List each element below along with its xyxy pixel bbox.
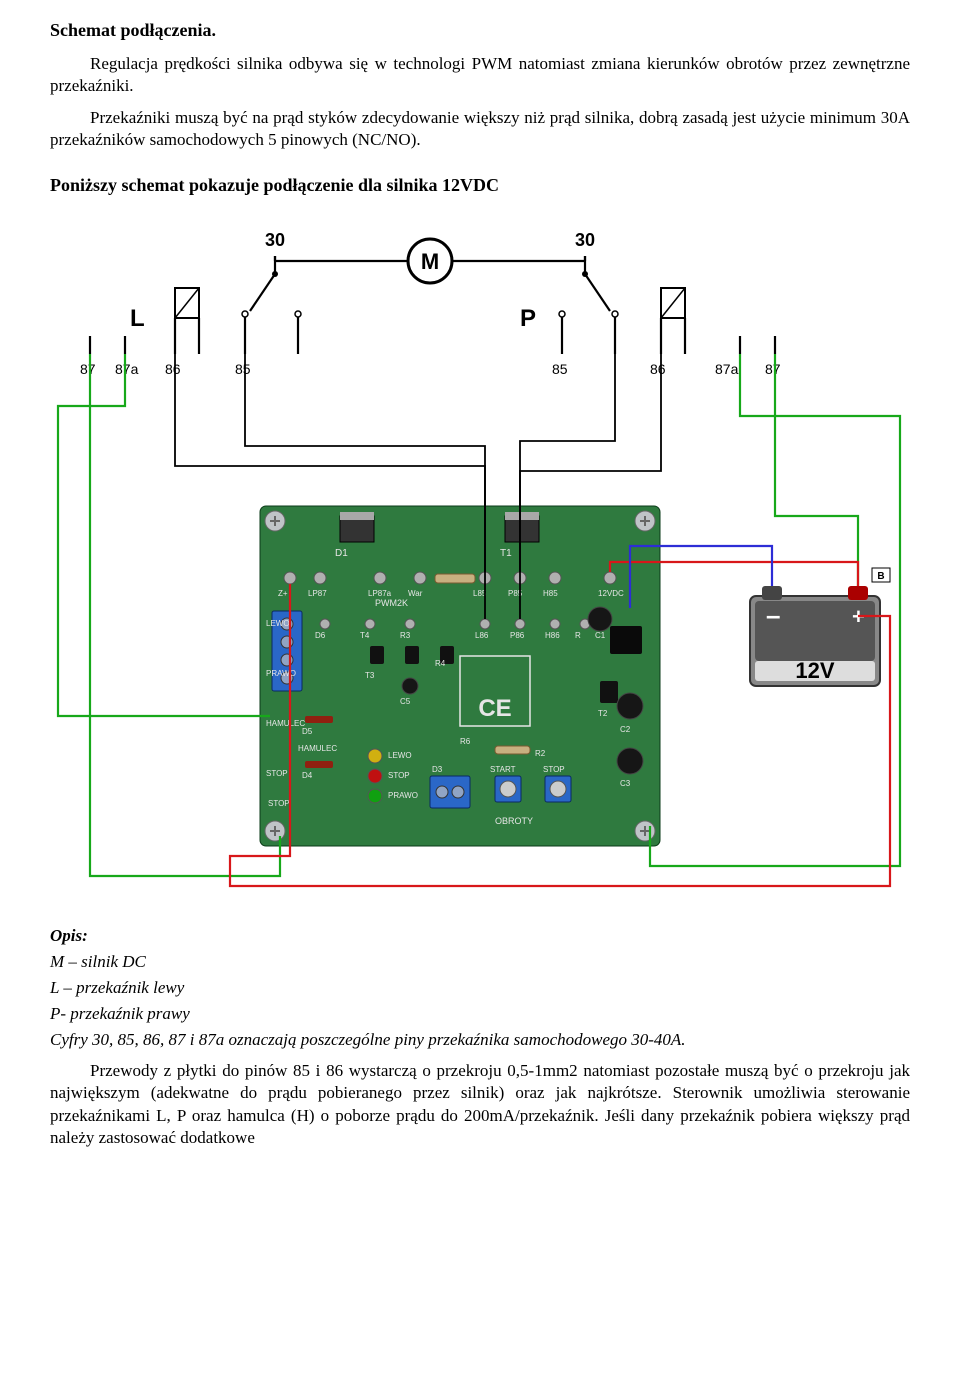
svg-text:HAMULEC: HAMULEC <box>266 719 305 728</box>
svg-text:LP87a: LP87a <box>368 589 392 598</box>
svg-text:86: 86 <box>650 361 666 377</box>
svg-text:D1: D1 <box>335 548 348 559</box>
svg-text:R2: R2 <box>535 749 546 758</box>
wiring-diagram: 30 L 87 87a 86 85 30 P 85 86 87a 87 M D1 T1 Z+ LP87 LP87a… <box>50 216 910 896</box>
svg-text:PRAWO: PRAWO <box>266 669 296 678</box>
svg-text:D5: D5 <box>302 727 313 736</box>
diagram-svg: 30 L 87 87a 86 85 30 P 85 86 87a 87 M D1 T1 Z+ LP87 LP87a… <box>50 216 910 896</box>
svg-text:D3: D3 <box>432 765 443 774</box>
svg-text:P: P <box>520 305 536 332</box>
legend: Opis: M – silnik DC L – przekaźnik lewy … <box>50 926 910 1050</box>
svg-text:–: – <box>766 600 780 630</box>
svg-text:C5: C5 <box>400 697 411 706</box>
legend-line-4: Cyfry 30, 85, 86, 87 i 87a oznaczają pos… <box>50 1030 910 1050</box>
svg-text:PRAWO: PRAWO <box>388 791 418 800</box>
svg-text:P86: P86 <box>510 631 525 640</box>
section-title: Schemat podłączenia. <box>50 20 910 41</box>
svg-text:Z+: Z+ <box>278 589 288 598</box>
svg-text:STOP: STOP <box>266 769 288 778</box>
diagram-heading: Poniższy schemat pokazuje podłączenie dl… <box>50 175 910 196</box>
svg-text:12V: 12V <box>795 658 834 683</box>
svg-text:OBROTY: OBROTY <box>495 816 533 826</box>
svg-text:T1: T1 <box>500 548 512 559</box>
paragraph-1: Regulacja prędkości silnika odbywa się w… <box>50 53 910 97</box>
svg-text:T2: T2 <box>598 709 608 718</box>
svg-text:T3: T3 <box>365 671 375 680</box>
svg-text:L86: L86 <box>475 631 489 640</box>
svg-text:87a: 87a <box>115 361 139 377</box>
svg-text:C3: C3 <box>620 779 631 788</box>
svg-text:T4: T4 <box>360 631 370 640</box>
svg-text:HAMULEC: HAMULEC <box>298 744 337 753</box>
svg-text:85: 85 <box>235 361 251 377</box>
legend-heading: Opis: <box>50 926 910 946</box>
svg-text:87a: 87a <box>715 361 739 377</box>
svg-text:LEWO: LEWO <box>388 751 412 760</box>
svg-text:B: B <box>877 571 884 582</box>
svg-text:H85: H85 <box>543 589 558 598</box>
svg-text:START: START <box>490 765 516 774</box>
svg-text:STOP: STOP <box>543 765 565 774</box>
svg-text:L: L <box>130 305 145 332</box>
svg-text:12VDC: 12VDC <box>598 589 624 598</box>
svg-text:D4: D4 <box>302 771 313 780</box>
svg-text:85: 85 <box>552 361 568 377</box>
svg-text:R4: R4 <box>435 659 446 668</box>
svg-text:R3: R3 <box>400 631 411 640</box>
svg-text:R6: R6 <box>460 737 471 746</box>
svg-text:86: 86 <box>165 361 181 377</box>
svg-text:30: 30 <box>575 230 595 250</box>
legend-line-1: M – silnik DC <box>50 952 910 972</box>
svg-text:CE: CE <box>478 695 511 722</box>
svg-text:H86: H86 <box>545 631 560 640</box>
svg-text:M: M <box>421 249 439 274</box>
legend-line-2: L – przekaźnik lewy <box>50 978 910 998</box>
body-paragraph: Przewody z płytki do pinów 85 i 86 wysta… <box>50 1060 910 1148</box>
svg-text:87: 87 <box>80 361 96 377</box>
paragraph-2: Przekaźniki muszą być na prąd styków zde… <box>50 107 910 151</box>
svg-text:PWM2K: PWM2K <box>375 598 408 608</box>
svg-text:R: R <box>575 631 581 640</box>
svg-text:STOP: STOP <box>388 771 410 780</box>
svg-text:D6: D6 <box>315 631 326 640</box>
svg-text:LEWO: LEWO <box>266 619 290 628</box>
svg-text:C1: C1 <box>595 631 606 640</box>
svg-text:STOP: STOP <box>268 799 290 808</box>
svg-text:87: 87 <box>765 361 781 377</box>
legend-line-3: P- przekaźnik prawy <box>50 1004 910 1024</box>
svg-text:C2: C2 <box>620 725 631 734</box>
svg-text:LP87: LP87 <box>308 589 327 598</box>
svg-text:30: 30 <box>265 230 285 250</box>
svg-text:War: War <box>408 589 423 598</box>
